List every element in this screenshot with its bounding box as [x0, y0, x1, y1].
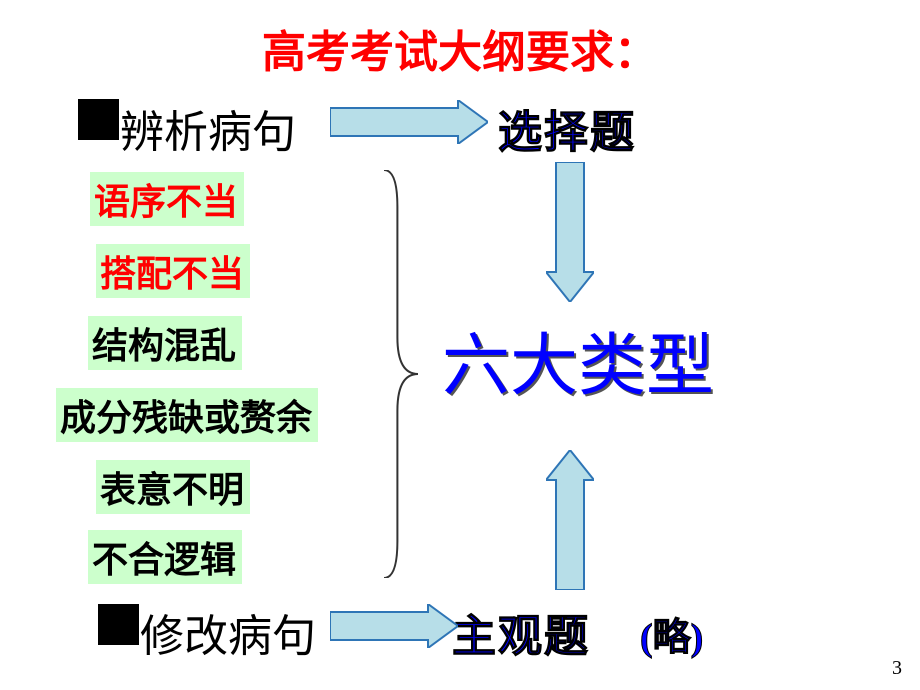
section-fix-label: 修改病句 — [140, 600, 316, 664]
page-number: 3 — [892, 657, 902, 680]
error-type-6: 不合逻辑 — [88, 530, 242, 584]
brace-icon — [382, 170, 422, 578]
section-analyze-label: 辨析病句 — [120, 96, 296, 160]
error-type-2: 搭配不当 — [96, 244, 250, 298]
section-fix-bullet-icon — [98, 604, 139, 645]
section-analyze-bullet-icon — [78, 99, 119, 140]
error-type-3: 结构混乱 — [88, 316, 242, 370]
section-fix-result-suffix: (略) — [640, 606, 703, 661]
arrow-right-top — [330, 100, 488, 144]
slide-title: 高考考试大纲要求： — [0, 16, 920, 80]
arrow-up — [546, 450, 594, 590]
section-analyze-result: 选择题 — [498, 96, 636, 160]
arrow-down — [546, 162, 594, 302]
error-type-1: 语序不当 — [90, 172, 244, 226]
arrow-right-bottom — [330, 604, 458, 648]
six-types-label: 六大类型 — [442, 310, 714, 409]
slide-stage: 高考考试大纲要求： 辨析病句 选择题修改病句 主观题 (略) 语序不当搭配不当结构混乱成分… — [0, 0, 920, 690]
error-type-5: 表意不明 — [96, 460, 250, 514]
error-type-4: 成分残缺或赘余 — [56, 388, 318, 442]
section-fix-result: 主观题 — [452, 600, 590, 664]
